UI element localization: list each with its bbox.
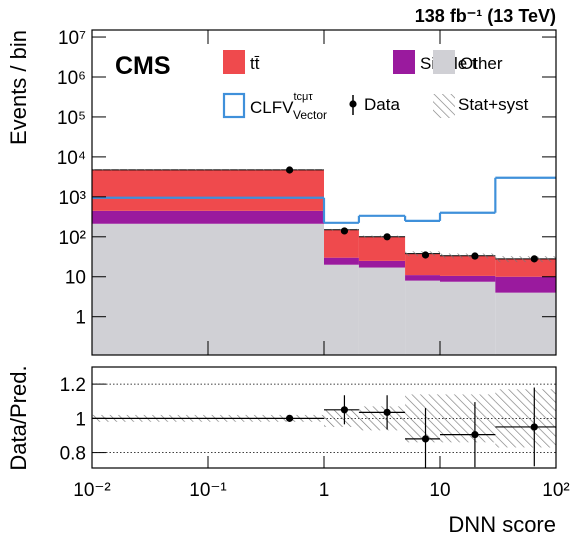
data-point	[421, 251, 430, 259]
y-tick-label: 10³	[59, 188, 86, 209]
y-tick-label: 1	[75, 409, 86, 430]
ratio-point	[383, 408, 391, 416]
y-tick-label: 10²	[59, 228, 86, 249]
legend-swatch	[393, 50, 415, 74]
y-tick-label: 1	[75, 308, 86, 329]
lumi-label: 138 fb⁻¹ (13 TeV)	[415, 6, 556, 26]
ratio-point	[285, 414, 294, 422]
stack-segment	[440, 281, 496, 355]
stack-segment	[440, 255, 496, 276]
stack-segment	[405, 275, 440, 281]
legend-data-marker	[349, 100, 357, 108]
legend-label: Other	[460, 54, 503, 73]
legend-label: CLFVtcμτ Vector	[250, 91, 327, 122]
y-tick-label: 10⁵	[57, 108, 86, 129]
ratio-point	[530, 423, 538, 431]
legend-swatch	[433, 50, 455, 74]
x-tick-label: 10²	[542, 480, 569, 501]
stack-segment	[92, 169, 324, 211]
stack-segment	[92, 223, 324, 355]
data-point	[383, 233, 391, 241]
y-tick-label: 10⁷	[58, 28, 86, 49]
stack-segment	[405, 280, 440, 355]
uncertainty-band	[495, 389, 556, 448]
x-tick-label: 10⁻²	[73, 480, 111, 501]
legend-label-sub: Vector	[293, 108, 327, 122]
stack-segment	[440, 275, 496, 282]
uncertainty-band	[405, 394, 440, 443]
ratio-point	[340, 406, 349, 414]
uncertainty-band	[324, 409, 359, 427]
stack-segment	[358, 260, 406, 268]
uncertainty-band	[358, 406, 406, 431]
data-point	[530, 255, 538, 263]
legend-swatch	[223, 50, 245, 74]
data-point	[340, 227, 349, 235]
stack-segment	[358, 267, 406, 355]
uncertainty-band	[440, 253, 496, 259]
x-tick-label: 10⁻¹	[189, 480, 227, 501]
x-axis-label: DNN score	[448, 512, 556, 537]
legend-label: Stat+syst	[458, 95, 529, 114]
legend-label: Data	[364, 95, 400, 114]
ratio-point	[421, 435, 430, 443]
stack-segment	[495, 276, 556, 293]
legend-swatch	[433, 94, 455, 118]
stack-segment	[405, 253, 440, 276]
y-tick-label: 0.8	[60, 444, 86, 465]
legend-label-sup: tcμτ	[293, 91, 313, 103]
stack-segment	[324, 257, 359, 265]
y-tick-label: 10⁶	[57, 68, 86, 89]
x-tick-label: 10	[429, 480, 450, 501]
y-tick-label: 10⁴	[57, 148, 86, 169]
ratio-frame	[91, 366, 557, 469]
stack-segment	[324, 264, 359, 355]
legend-label: tt̄	[250, 54, 260, 73]
uncertainty-band	[495, 256, 556, 263]
stack-segment	[92, 210, 324, 224]
stack-segment	[495, 258, 556, 277]
main-frame	[91, 29, 557, 356]
legend-label-main: CLFV	[250, 98, 294, 117]
x-tick-label: 1	[319, 480, 330, 501]
legend-swatch	[222, 92, 246, 119]
stack-segment	[358, 236, 406, 261]
data-point	[285, 166, 294, 174]
uncertainty-band	[92, 169, 324, 171]
uncertainty-band	[358, 235, 406, 239]
cms-label: CMS	[115, 52, 171, 80]
stack-segment	[324, 229, 359, 258]
data-point	[471, 252, 479, 260]
y-tick-label: 10	[65, 268, 86, 289]
ratio-point	[471, 431, 479, 439]
stack-segment	[495, 292, 556, 355]
y-axis-label: Events / bin	[6, 30, 31, 145]
ratio-y-axis-label: Data/Pred.	[6, 365, 31, 470]
y-tick-label: 1.2	[60, 375, 86, 396]
